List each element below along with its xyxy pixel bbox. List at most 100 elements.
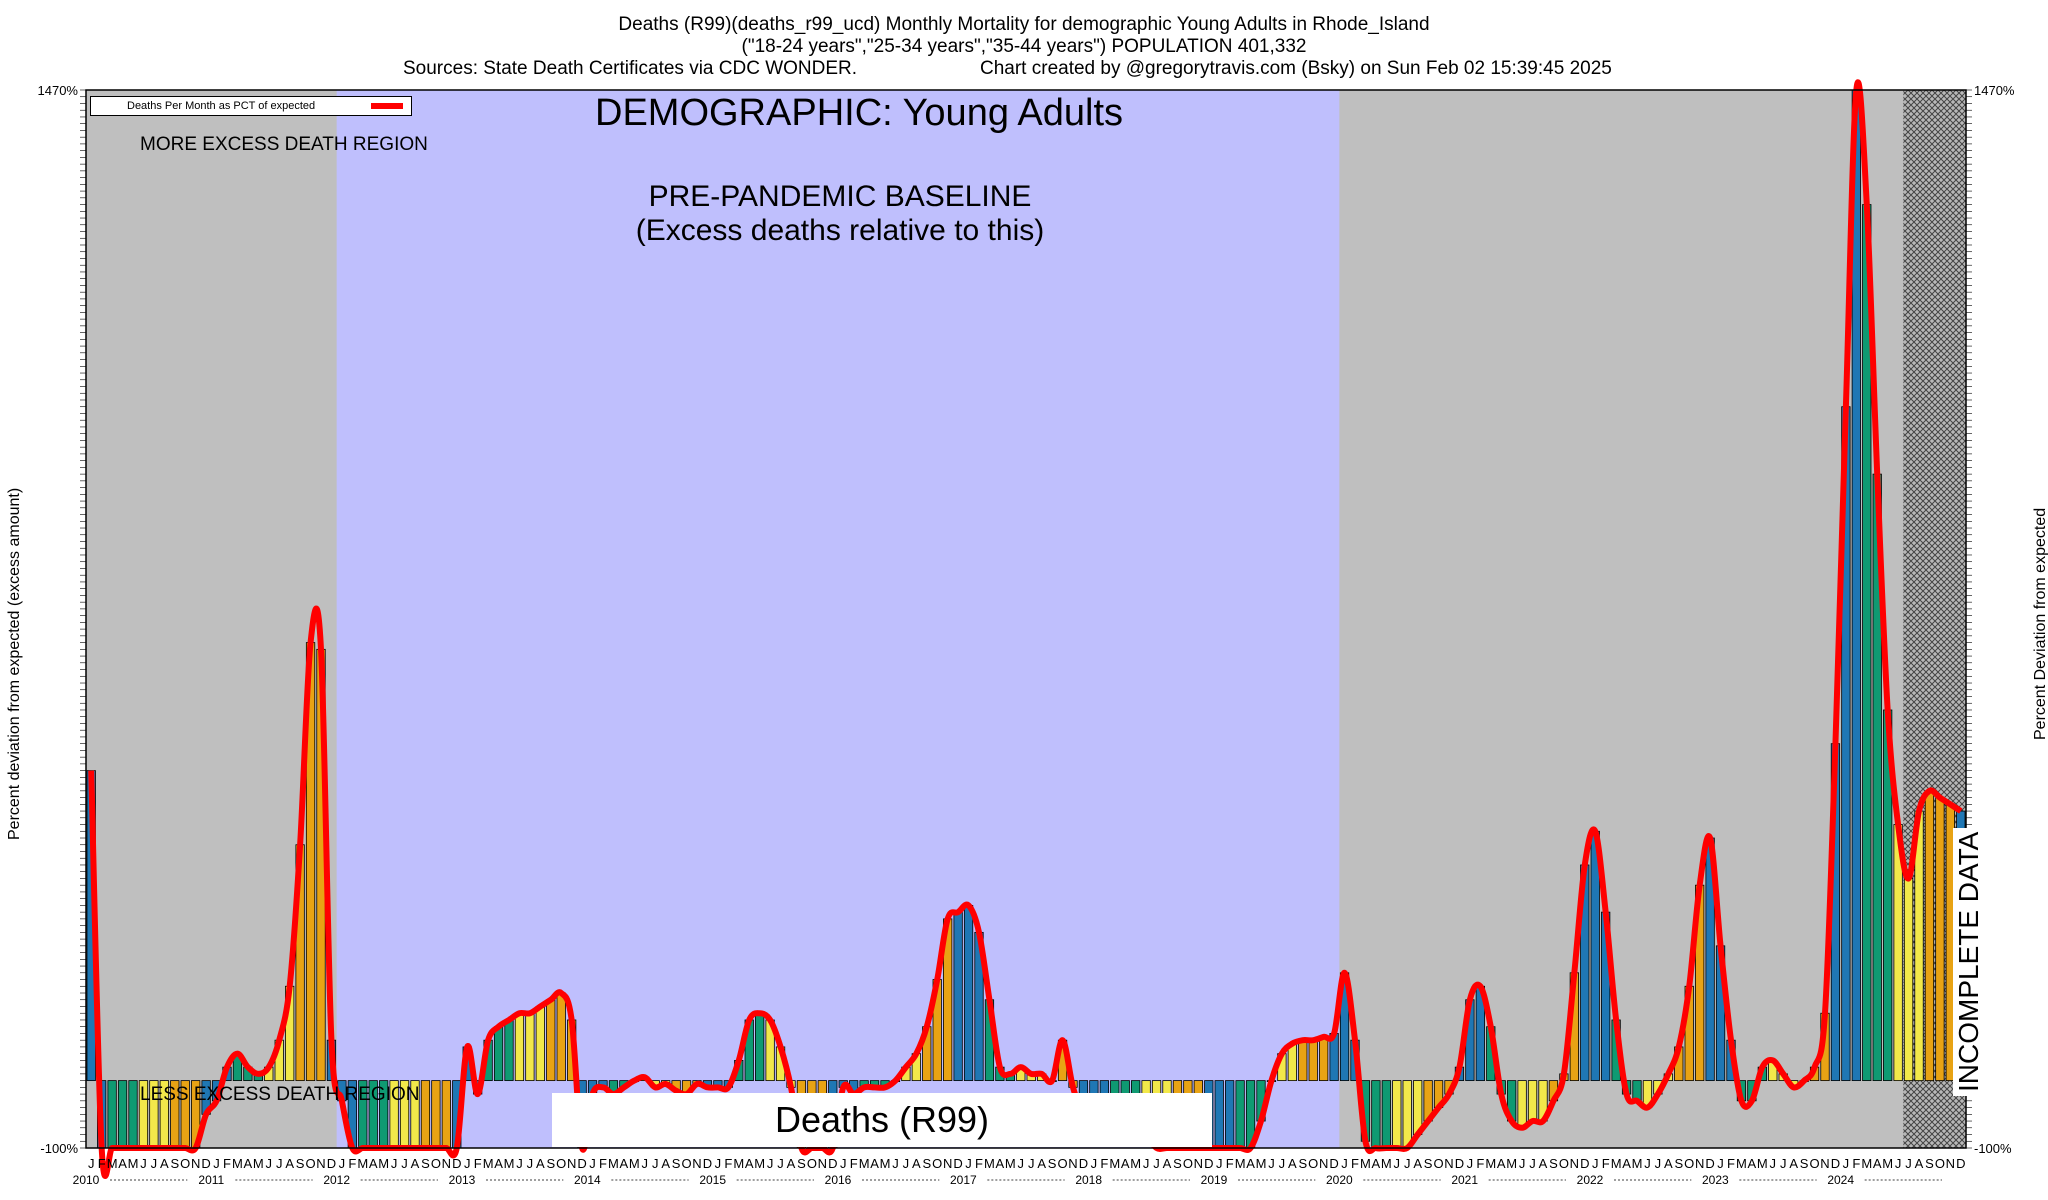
more-excess-region-label: MORE EXCESS DEATH REGION (140, 134, 428, 155)
month-tick-label: S (1173, 1156, 1182, 1171)
legend: Deaths Per Month as PCT of expected (90, 96, 412, 116)
month-tick-label: S (1549, 1156, 1558, 1171)
month-tick-label: M (608, 1156, 619, 1171)
month-tick-label: O (932, 1156, 942, 1171)
month-tick-label: M (253, 1156, 264, 1171)
bar-2024-10 (1935, 797, 1945, 1082)
month-tick-label: J (339, 1156, 346, 1171)
month-tick-label: M (1109, 1156, 1120, 1171)
month-tick-label: M (1005, 1156, 1016, 1171)
month-tick-label: A (912, 1156, 921, 1171)
bar-2019-3 (1235, 1080, 1245, 1149)
bar-2013-10 (556, 992, 566, 1082)
month-tick-label: F (1727, 1156, 1735, 1171)
month-tick-label: J (1843, 1156, 1850, 1171)
year-tick-label: 2018 (1075, 1173, 1102, 1187)
month-tick-label: A (620, 1156, 629, 1171)
month-tick-label: M (880, 1156, 891, 1171)
year-tick-label: 2012 (323, 1173, 350, 1187)
baseline-region (336, 90, 1340, 1148)
legend-label: Deaths Per Month as PCT of expected (127, 100, 316, 112)
month-tick-label: S (546, 1156, 555, 1171)
year-tick-label: 2022 (1577, 1173, 1604, 1187)
month-tick-label: M (1736, 1156, 1747, 1171)
month-tick-label: J (140, 1156, 147, 1171)
month-tick-label: N (191, 1156, 200, 1171)
bar-2024-7 (1903, 878, 1914, 1082)
month-tick-label: S (296, 1156, 305, 1171)
month-tick-label: J (840, 1156, 847, 1171)
month-tick-label: M (1381, 1156, 1392, 1171)
month-tick-label: A (1664, 1156, 1673, 1171)
month-tick-label: D (1705, 1156, 1714, 1171)
month-tick-label: M (107, 1156, 118, 1171)
month-tick-label: A (244, 1156, 253, 1171)
bar-2020-5 (1381, 1080, 1391, 1149)
month-tick-label: A (160, 1156, 169, 1171)
year-tick-label: 2017 (950, 1173, 977, 1187)
month-tick-label: J (1216, 1156, 1223, 1171)
month-tick-label: J (892, 1156, 899, 1171)
chart-header: Deaths (R99)(deaths_r99_ucd) Monthly Mor… (0, 14, 2048, 80)
month-tick-label: N (818, 1156, 827, 1171)
month-tick-label: S (1048, 1156, 1057, 1171)
month-tick-label: N (1194, 1156, 1203, 1171)
month-tick-label: J (767, 1156, 774, 1171)
y-axis-label-right: Percent Deviation from expected (2032, 507, 2048, 740)
month-tick-label: A (1372, 1156, 1381, 1171)
month-tick-label: M (859, 1156, 870, 1171)
month-tick-label: D (828, 1156, 837, 1171)
month-tick-label: S (1674, 1156, 1683, 1171)
month-tick-label: M (128, 1156, 139, 1171)
month-tick-label: S (1424, 1156, 1433, 1171)
month-tick-label: F (1852, 1156, 1860, 1171)
month-tick-label: M (1256, 1156, 1267, 1171)
bar-2021-7 (1527, 1080, 1538, 1122)
month-tick-label: M (1506, 1156, 1517, 1171)
bar-2013-7 (525, 1012, 535, 1082)
month-tick-label: J (1143, 1156, 1150, 1171)
month-tick-label: A (536, 1156, 545, 1171)
month-tick-label: A (285, 1156, 294, 1171)
month-tick-label: M (1882, 1156, 1893, 1171)
month-tick-label: S (1800, 1156, 1809, 1171)
month-tick-label: A (996, 1156, 1005, 1171)
demographic-label: DEMOGRAPHIC: Young Adults (595, 92, 1124, 134)
baseline-line2: (Excess deaths relative to this) (635, 214, 1045, 247)
month-tick-label: A (494, 1156, 503, 1171)
month-tick-label: F (474, 1156, 482, 1171)
incomplete-data-label: INCOMPLETE DATA (1953, 827, 1985, 1096)
month-tick-label: N (1319, 1156, 1328, 1171)
sources-row: Sources: State Death Certificates via CD… (0, 58, 2048, 80)
month-tick-label: M (754, 1156, 765, 1171)
month-tick-label: A (1622, 1156, 1631, 1171)
year-tick-label: 2016 (825, 1173, 852, 1187)
month-tick-label: O (1308, 1156, 1318, 1171)
month-tick-label: A (1497, 1156, 1506, 1171)
month-tick-label: A (118, 1156, 127, 1171)
month-tick-label: J (1467, 1156, 1474, 1171)
month-tick-label: J (276, 1156, 283, 1171)
month-tick-label: F (223, 1156, 231, 1171)
month-tick-label: J (266, 1156, 273, 1171)
month-tick-label: D (1204, 1156, 1213, 1171)
month-tick-label: M (504, 1156, 515, 1171)
month-tick-label: J (516, 1156, 523, 1171)
month-tick-label: O (1057, 1156, 1067, 1171)
chart-subtitle: ("18-24 years","25-34 years","35-44 year… (741, 36, 1307, 57)
month-tick-label: O (1183, 1156, 1193, 1171)
year-tick-label: 2014 (574, 1173, 601, 1187)
month-tick-label: J (589, 1156, 596, 1171)
bar-2012-9 (420, 1080, 431, 1149)
month-tick-label: J (652, 1156, 659, 1171)
month-tick-label: N (1570, 1156, 1579, 1171)
month-tick-label: N (567, 1156, 576, 1171)
month-tick-label: J (1770, 1156, 1777, 1171)
month-tick-label: O (1559, 1156, 1569, 1171)
month-tick-label: J (642, 1156, 649, 1171)
month-tick-label: M (629, 1156, 640, 1171)
month-tick-label: J (1404, 1156, 1411, 1171)
y-tick-label-left: -100% (40, 1141, 78, 1156)
y-tick-label-right: -100% (1974, 1141, 2012, 1156)
month-tick-label: A (1915, 1156, 1924, 1171)
